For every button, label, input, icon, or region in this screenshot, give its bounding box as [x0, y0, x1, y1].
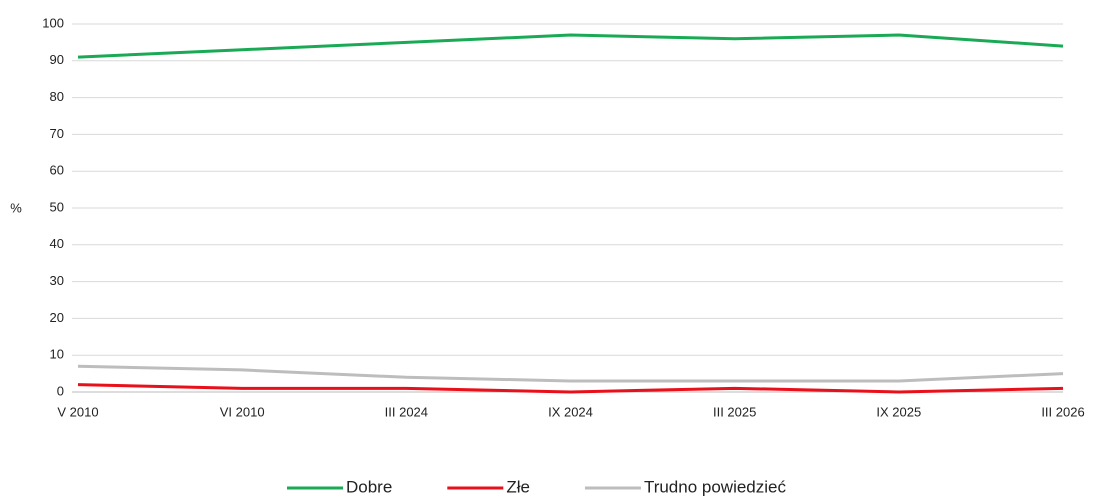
y-tick-label: 90 — [50, 52, 64, 67]
x-tick-label: IX 2025 — [876, 404, 921, 419]
x-tick-label: III 2024 — [385, 404, 428, 419]
x-tick-label: III 2025 — [713, 404, 756, 419]
series-line — [77, 33, 1064, 59]
y-tick-label: 70 — [50, 126, 64, 141]
y-tick-label: 20 — [50, 310, 64, 325]
y-tick-label: 40 — [50, 236, 64, 251]
y-tick-label: 60 — [50, 163, 64, 178]
y-tick-label: 30 — [50, 273, 64, 288]
y-tick-label: 10 — [50, 347, 64, 362]
x-tick-label: V 2010 — [57, 404, 98, 419]
series-line — [77, 383, 1064, 394]
y-tick-label: 100 — [42, 15, 64, 30]
legend-label: Trudno powiedzieć — [644, 477, 787, 496]
x-tick-label: IX 2024 — [548, 404, 593, 419]
legend: Dobre Złe Trudno powiedzieć — [287, 477, 786, 496]
legend-label: Złe — [506, 477, 530, 496]
y-tick-label: 50 — [50, 199, 64, 214]
y-tick-label: 0 — [57, 383, 64, 398]
y-axis-label: % — [10, 200, 22, 215]
x-tick-label: VI 2010 — [220, 404, 265, 419]
y-tick-label: 80 — [50, 89, 64, 104]
legend-label: Dobre — [346, 477, 392, 496]
x-tick-label: III 2026 — [1041, 404, 1084, 419]
series-line — [77, 364, 1064, 383]
